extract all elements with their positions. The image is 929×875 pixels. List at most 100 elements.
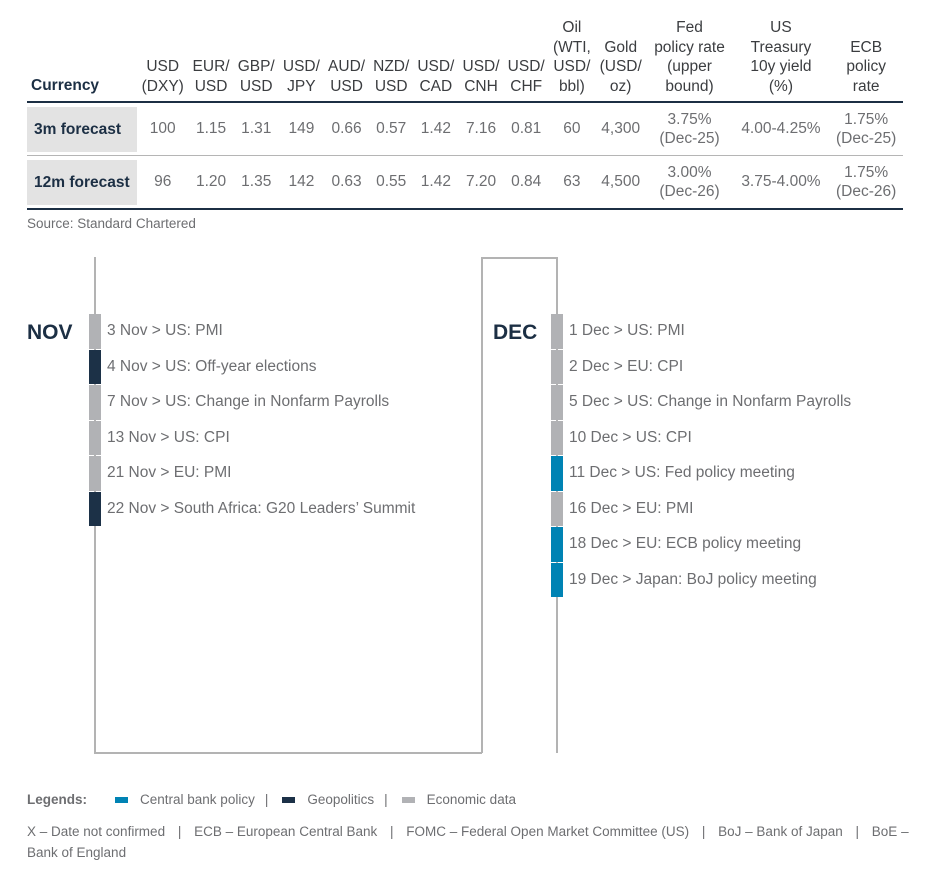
note-item: X – Date not confirmed: [27, 824, 166, 839]
table-cell: 100: [137, 102, 188, 156]
column-header: Oil (WTI, USD/bbl): [549, 18, 595, 102]
month-label-dec: DEC: [493, 321, 538, 344]
table-row: 3m forecast 100 1.15 1.31 149 0.66 0.57 1.42 7.1…: [27, 102, 903, 156]
column-header-line: USD/: [553, 58, 591, 75]
event-text: 16 Dec > EU: PMI: [569, 499, 694, 517]
row-header: 12m forecast: [27, 156, 137, 210]
cell-value: 7.16: [465, 120, 497, 138]
table-cell: 1.42: [413, 102, 458, 156]
table-cell: 3.75% (Dec-25): [646, 102, 732, 156]
column-header-line: (WTI,: [552, 38, 591, 56]
column-header-line: (upper: [667, 58, 712, 75]
column-header: USD (DXY): [137, 18, 188, 102]
table-cell: 1.75% (Dec-26): [829, 156, 903, 210]
column-header: USD/CNH: [458, 18, 503, 102]
legend-label: Geopolitics: [307, 792, 375, 807]
cell-value: 4.00-4.25%: [741, 120, 821, 138]
column-header-line: (USD/: [599, 58, 642, 75]
column-header-line: GBP/: [237, 58, 275, 75]
table-cell: 7.20: [458, 156, 503, 210]
column-header-line: oz): [609, 77, 632, 95]
cell-value: 1.20: [195, 173, 227, 191]
table-header-row: Currency USD (DXY) EUR/USD GBP/USD USD/JPY AU…: [27, 18, 903, 102]
column-header-line: USD: [239, 77, 273, 95]
category-marker-economic: [551, 349, 563, 384]
column-header-line: CHF: [510, 77, 543, 95]
column-header-line: bound): [665, 77, 714, 95]
cell-value: 96: [154, 173, 172, 191]
table-cell: 63: [549, 156, 595, 210]
table-cell: 4,500: [595, 156, 646, 210]
table-cell: 0.63: [324, 156, 369, 210]
column-header: AUD/USD: [324, 18, 369, 102]
legend-title: Legends:: [27, 792, 88, 807]
table-cell: 1.35: [234, 156, 279, 210]
abbreviation-notes: X – Date not confirmed | ECB – European …: [27, 821, 917, 863]
column-header: EUR/USD: [188, 18, 233, 102]
row-label: 12m forecast: [27, 159, 137, 205]
note-item: FOMC – Federal Open Market Committee (US…: [406, 824, 690, 839]
column-header-line: policy: [846, 58, 886, 75]
cell-value: 7.20: [465, 173, 497, 191]
cell-value: 3.75%: [667, 110, 712, 128]
category-marker-economic: [551, 491, 563, 526]
note-item: BoE – Bank of England: [27, 824, 909, 860]
category-marker-economic: [89, 314, 101, 349]
event-text: 18 Dec > EU: ECB policy meeting: [569, 535, 802, 552]
column-header: USD/CAD: [413, 18, 458, 102]
table-row: 12m forecast 96 1.20 1.35 142 0.63 0.55 1.42 7.2…: [27, 156, 903, 210]
table-cell: 149: [279, 102, 324, 156]
table-cell: 0.55: [369, 156, 413, 210]
column-header-line: Fed: [676, 19, 703, 36]
column-header-line: USD: [194, 77, 228, 95]
note-item: ECB – European Central Bank: [194, 824, 378, 839]
event-text: 22 Nov > South Africa: G20 Leaders’ Summ…: [107, 499, 416, 517]
cell-value: 63: [563, 173, 581, 191]
cell-value: (Dec-25): [659, 130, 720, 147]
cell-value: (Dec-25): [836, 130, 897, 147]
category-marker-central-bank: [551, 527, 563, 562]
column-header-line: USD/: [282, 58, 320, 75]
cell-value: (Dec-26): [659, 183, 720, 200]
category-marker-economic: [89, 420, 101, 455]
cell-value: 0.63: [331, 173, 362, 191]
cell-value: 1.75%: [844, 163, 889, 181]
table-cell: 7.16: [458, 102, 503, 156]
column-header-line: CAD: [419, 77, 453, 95]
cell-value: 0.81: [511, 120, 542, 138]
event-text: 13 Nov > US: CPI: [107, 428, 230, 446]
column-header-line: (%): [768, 77, 793, 95]
legend-swatch-economic: [401, 796, 415, 803]
category-marker-economic: [89, 385, 101, 420]
table-cell: 0.81: [504, 102, 549, 156]
column-header-line: (DXY): [141, 77, 184, 95]
table-cell: 1.42: [413, 156, 458, 210]
cell-value: 4,500: [601, 173, 641, 191]
column-header: Gold (USD/oz): [595, 18, 646, 102]
column-header-line: USD: [330, 77, 363, 95]
table-cell: 4,300: [595, 102, 646, 156]
column-header: USD/CHF: [504, 18, 549, 102]
column-header: US Treasury 10y yield (%): [733, 18, 830, 102]
source-note: Source: Standard Chartered: [27, 216, 196, 231]
legend-separator: |: [264, 792, 269, 807]
column-header-line: bbl): [558, 77, 585, 95]
event-text: 2 Dec > EU: CPI: [569, 357, 684, 375]
column-header: GBP/USD: [234, 18, 279, 102]
cell-value: 1.42: [420, 120, 451, 138]
cell-value: 4,300: [601, 120, 641, 138]
event-text: 11 Dec > US: Fed policy meeting: [569, 464, 795, 481]
cell-value: 1.75%: [844, 110, 889, 128]
event-text: 4 Nov > US: Off-year elections: [107, 357, 317, 375]
table-cell: 0.66: [324, 102, 369, 156]
column-header-line: USD: [374, 77, 408, 95]
cell-value: 142: [288, 173, 315, 191]
cell-value: 1.15: [195, 120, 227, 138]
note-item: BoJ – Bank of Japan: [718, 824, 843, 839]
category-marker-economic: [551, 314, 563, 349]
category-marker-geopolitics: [89, 491, 101, 526]
event-text: 3 Nov > US: PMI: [107, 322, 223, 339]
column-header-line: CNH: [464, 77, 498, 95]
column-header: NZD/USD: [369, 18, 413, 102]
column-header-line: Treasury: [750, 38, 812, 56]
